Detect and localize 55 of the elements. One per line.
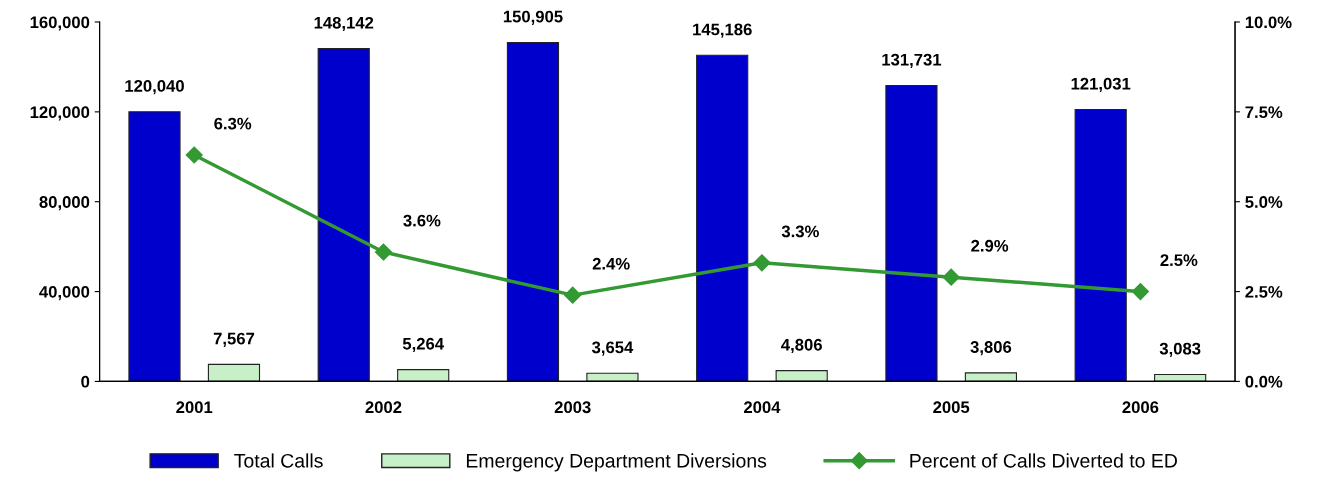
bar: [885, 84, 938, 382]
x-tick-label: 2003: [554, 401, 591, 414]
bar: [586, 372, 639, 382]
bar: [696, 54, 749, 382]
y-tick-label: 120,000: [30, 106, 90, 121]
data-label: 2.4%: [592, 257, 630, 270]
y-tick-label: 80,000: [39, 196, 90, 211]
point: [374, 243, 393, 261]
y-tick-label: 160,000: [30, 16, 90, 31]
bar: [775, 370, 828, 382]
x-tick-label: 2004: [743, 401, 781, 414]
x-tick-label: 2001: [176, 401, 213, 414]
bar: [1154, 373, 1207, 382]
legend-label: Emergency Department Diversions: [466, 453, 767, 472]
data-label: 145,186: [693, 23, 752, 38]
y2-tick-label: 2.5%: [1245, 285, 1283, 298]
bar: [1074, 108, 1127, 382]
point: [564, 286, 582, 304]
y2-tick-label: 7.5%: [1245, 106, 1283, 119]
x-tick-label: 2005: [933, 401, 970, 414]
point: [753, 254, 771, 272]
data-label: 3.6%: [403, 214, 441, 227]
y2-tick-label: 5.0%: [1245, 196, 1283, 208]
point: [942, 268, 960, 286]
data-label: 5,264: [402, 337, 444, 353]
data-label: 3,083: [1159, 342, 1201, 357]
data-label: 121,031: [1071, 77, 1131, 92]
data-label: 120,040: [125, 80, 184, 95]
data-label: 150,905: [503, 10, 563, 25]
data-label: 4,806: [781, 338, 822, 354]
data-label: 3,806: [970, 341, 1012, 356]
data-label: 2.5%: [1160, 254, 1198, 267]
bar: [317, 48, 370, 382]
bar: [397, 369, 450, 382]
legend-label: Percent of Calls Diverted to ED: [910, 453, 1177, 468]
y-tick-label: 40,000: [39, 285, 90, 301]
data-label: 2.9%: [971, 239, 1009, 252]
data-label: 7,567: [213, 332, 255, 347]
x-tick-label: 2006: [1122, 401, 1159, 414]
y-tick-label: 0: [81, 375, 90, 388]
bar: [207, 363, 261, 382]
y2-tick-label: 0.0%: [1245, 375, 1283, 388]
data-label: 6.3%: [214, 117, 252, 130]
data-label: 3,654: [591, 341, 634, 356]
data-label: 148,142: [314, 16, 374, 32]
bar: [506, 41, 560, 382]
point: [1131, 283, 1149, 301]
legend-label: Total Calls: [234, 453, 323, 468]
data-label: 3.3%: [781, 225, 819, 238]
x-tick-label: 2002: [365, 401, 402, 414]
y2-tick-label: 10.0%: [1245, 16, 1292, 29]
bar: [128, 111, 181, 382]
point: [185, 146, 203, 164]
data-label: 131,731: [882, 53, 942, 68]
bar: [964, 372, 1018, 382]
